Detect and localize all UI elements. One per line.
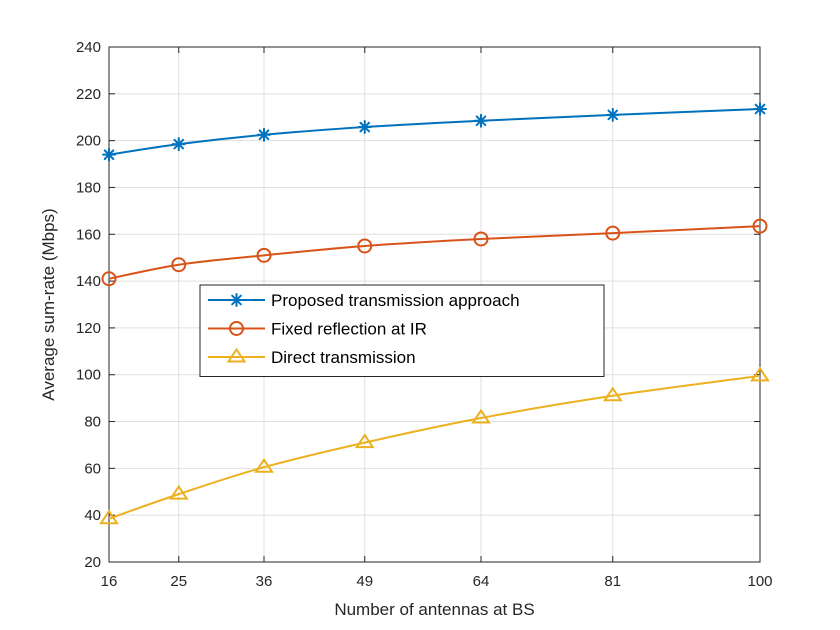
x-tick-label: 36 bbox=[256, 573, 273, 590]
legend-label: Fixed reflection at IR bbox=[271, 320, 427, 339]
legend-marker bbox=[229, 321, 244, 336]
y-tick-label: 120 bbox=[76, 320, 101, 337]
x-axis-title: Number of antennas at BS bbox=[334, 600, 534, 619]
data-point bbox=[101, 271, 117, 287]
y-tick-label: 80 bbox=[84, 414, 101, 431]
data-point bbox=[357, 120, 372, 135]
y-tick-label: 40 bbox=[84, 507, 101, 524]
series-line-3 bbox=[108, 374, 761, 520]
x-tick-label: 25 bbox=[170, 573, 187, 590]
data-point bbox=[357, 238, 373, 254]
y-tick-label: 100 bbox=[76, 367, 101, 384]
y-tick-label: 60 bbox=[84, 460, 101, 477]
y-tick-label: 20 bbox=[84, 554, 101, 571]
data-point bbox=[473, 231, 489, 247]
legend-marker bbox=[226, 347, 247, 363]
data-point bbox=[602, 386, 623, 402]
data-point bbox=[102, 147, 116, 162]
y-axis-title: Average sum-rate (Mbps) bbox=[39, 208, 58, 400]
data-point bbox=[254, 457, 274, 473]
y-tick-label: 200 bbox=[76, 133, 101, 150]
data-point bbox=[99, 509, 119, 525]
data-point bbox=[752, 218, 768, 234]
x-tick-label: 81 bbox=[604, 573, 621, 590]
data-point bbox=[257, 127, 271, 142]
y-tick-label: 140 bbox=[76, 273, 101, 290]
x-tick-label: 49 bbox=[356, 573, 373, 590]
legend-label: Direct transmission bbox=[271, 348, 416, 367]
x-tick-label: 100 bbox=[747, 573, 772, 590]
y-tick-label: 220 bbox=[76, 86, 101, 103]
series-line-1 bbox=[108, 108, 761, 156]
data-point bbox=[605, 225, 621, 241]
series-line-2 bbox=[108, 225, 761, 280]
data-point bbox=[171, 257, 187, 273]
data-point bbox=[750, 366, 770, 382]
y-tick-label: 240 bbox=[76, 39, 101, 56]
data-point bbox=[256, 247, 272, 263]
x-tick-label: 16 bbox=[101, 573, 118, 590]
data-point bbox=[474, 113, 488, 128]
data-point bbox=[605, 107, 620, 122]
legend-marker bbox=[229, 293, 244, 307]
data-point bbox=[354, 433, 375, 449]
data-point bbox=[171, 137, 186, 152]
data-point bbox=[471, 408, 491, 424]
data-point bbox=[168, 484, 189, 500]
axes-box bbox=[108, 46, 761, 563]
data-point bbox=[753, 102, 767, 117]
y-tick-label: 180 bbox=[76, 179, 101, 196]
legend-label: Proposed transmission approach bbox=[271, 291, 520, 310]
x-tick-label: 64 bbox=[473, 573, 490, 590]
y-tick-label: 160 bbox=[76, 226, 101, 243]
legend bbox=[199, 284, 605, 377]
